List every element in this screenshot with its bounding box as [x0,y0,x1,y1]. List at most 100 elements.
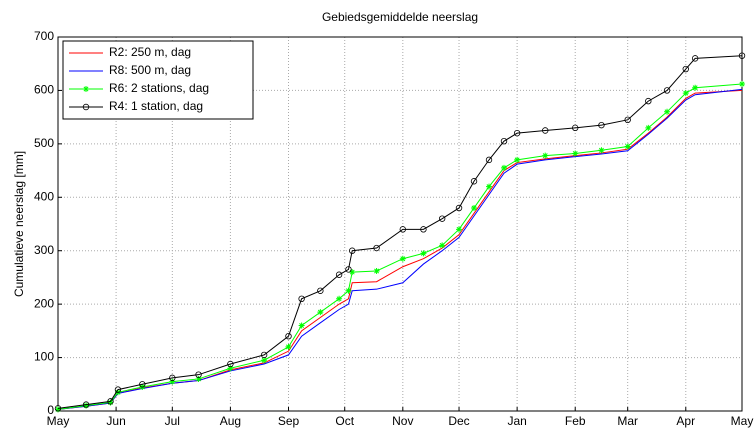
marker [691,55,699,62]
marker [485,156,493,164]
marker [471,204,478,211]
marker [107,399,114,406]
x-tick-label: Sep [278,414,300,428]
x-tick-label: Apr [676,414,695,428]
y-tick-label: 100 [34,350,54,364]
x-tick-label: Jan [507,414,526,428]
marker [645,124,652,131]
series-line [57,83,743,410]
marker [373,268,380,275]
marker [470,178,478,185]
y-tick-label: 400 [34,189,54,203]
marker [169,378,176,385]
x-tick-label: Aug [220,414,241,428]
legend-box [62,40,254,120]
marker [227,365,234,372]
marker [345,287,352,294]
x-tick-label: Jun [106,414,125,428]
marker [373,244,380,252]
y-axis-label: Cumulatieve neerslag [mm] [12,151,26,297]
x-tick-label: Dec [448,414,469,428]
marker [682,65,689,73]
marker [285,343,292,350]
marker [285,333,292,340]
marker [82,401,90,408]
marker [438,215,446,222]
marker [349,269,356,276]
marker [514,156,521,163]
x-tick-label: Jul [165,414,180,428]
marker [227,360,234,368]
legend-label: R6: 2 stations, dag [109,81,209,95]
marker [663,87,671,94]
legend-label: R8: 500 m, dag [109,63,191,77]
marker [624,116,631,124]
y-tick-label: 500 [34,136,54,150]
y-tick-label: 700 [34,29,54,43]
marker [738,52,746,59]
marker [572,124,579,132]
legend-marker [83,86,89,92]
marker [54,405,62,412]
y-tick-label: 600 [34,83,54,97]
series-line [57,88,743,410]
marker [420,250,427,257]
marker [645,97,652,105]
marker [598,147,605,154]
marker [692,84,699,91]
marker [739,81,745,88]
x-tick-label: May [731,414,754,428]
x-tick-label: Nov [392,414,413,428]
x-tick-label: Oct [335,414,354,428]
marker [598,121,605,129]
marker [55,406,61,413]
marker [664,108,671,115]
marker [317,287,324,294]
marker [169,374,176,382]
marker [542,152,549,159]
marker [439,242,446,249]
marker [501,164,508,171]
y-tick-label: 0 [47,403,54,417]
marker [456,226,463,233]
marker [336,295,343,302]
marker [349,247,356,254]
marker [335,271,343,278]
marker [195,375,202,382]
marker [572,150,579,157]
marker [345,266,352,273]
marker [260,351,268,359]
marker [542,127,549,134]
y-tick-label: 200 [34,296,54,310]
x-tick-label: Mar [617,414,638,428]
marker [420,226,427,233]
marker [486,183,493,190]
marker [500,137,508,145]
marker [114,386,122,393]
x-tick-label: Feb [565,414,586,428]
marker [139,381,146,388]
marker [399,226,407,233]
series-line [57,55,743,409]
marker [261,357,268,364]
chart-title: Gebiedsgemiddelde neerslag [322,10,478,24]
marker [682,90,689,97]
marker [455,204,463,212]
legend-label: R2: 250 m, dag [109,45,191,59]
marker [298,295,305,302]
legend-label: R4: 1 station, dag [109,99,203,113]
x-tick-label: May [47,414,70,428]
legend-marker [82,103,90,111]
marker [624,143,631,150]
marker [195,371,202,378]
series-line [57,89,743,410]
marker [298,322,305,329]
marker [107,398,114,405]
marker [83,402,90,409]
marker [399,255,406,262]
marker [317,309,324,316]
marker [513,129,521,137]
y-tick-label: 300 [34,243,54,257]
plot-frame [57,36,743,412]
